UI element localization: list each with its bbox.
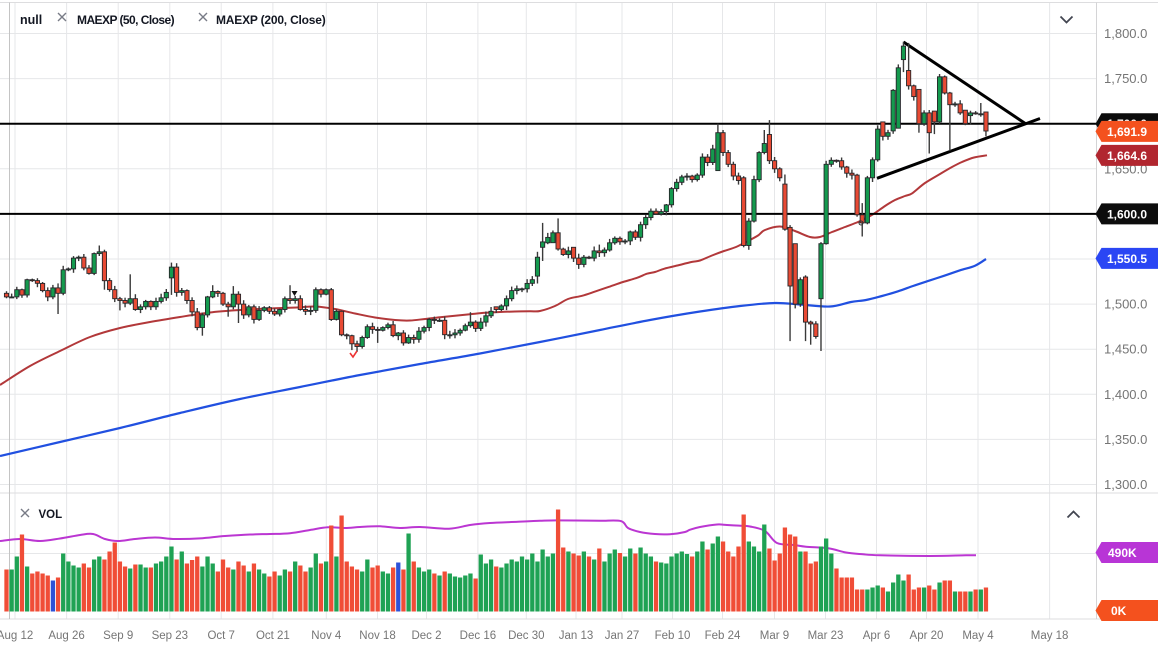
svg-text:Mar 23: Mar 23 (808, 630, 844, 642)
svg-text:MAEXP (50, Close): MAEXP (50, Close) (77, 13, 175, 27)
svg-text:Nov 4: Nov 4 (311, 630, 342, 642)
svg-text:May 18: May 18 (1031, 630, 1069, 642)
svg-text:1,500.0: 1,500.0 (1104, 297, 1147, 312)
svg-text:1,550.5: 1,550.5 (1107, 252, 1147, 266)
svg-text:Apr 6: Apr 6 (863, 630, 891, 642)
svg-text:Aug 12: Aug 12 (0, 630, 33, 642)
svg-text:null: null (20, 13, 42, 27)
svg-text:0K: 0K (1111, 604, 1127, 618)
svg-text:1,664.6: 1,664.6 (1107, 149, 1147, 163)
svg-text:1,800.0: 1,800.0 (1104, 26, 1147, 41)
svg-text:1,450.0: 1,450.0 (1104, 342, 1147, 357)
svg-text:1,400.0: 1,400.0 (1104, 387, 1147, 402)
svg-text:Jan 27: Jan 27 (605, 630, 640, 642)
svg-text:1,691.9: 1,691.9 (1107, 125, 1147, 139)
svg-text:Dec 2: Dec 2 (411, 630, 441, 642)
svg-text:MAEXP (200, Close): MAEXP (200, Close) (216, 13, 326, 27)
svg-text:Oct 7: Oct 7 (207, 630, 234, 642)
svg-text:490K: 490K (1108, 546, 1137, 560)
svg-text:Sep 9: Sep 9 (103, 630, 133, 642)
svg-text:Sep 23: Sep 23 (152, 630, 188, 642)
svg-text:May 4: May 4 (962, 630, 994, 642)
svg-text:1,600.0: 1,600.0 (1107, 207, 1147, 221)
svg-text:Dec 30: Dec 30 (508, 630, 544, 642)
svg-text:Aug 26: Aug 26 (48, 630, 84, 642)
svg-text:1,300.0: 1,300.0 (1104, 477, 1147, 492)
svg-text:Feb 10: Feb 10 (655, 630, 691, 642)
svg-text:Mar 9: Mar 9 (760, 630, 789, 642)
svg-text:1,750.0: 1,750.0 (1104, 71, 1147, 86)
svg-text:VOL: VOL (39, 509, 63, 521)
svg-text:Nov 18: Nov 18 (359, 630, 395, 642)
svg-text:Jan 13: Jan 13 (559, 630, 594, 642)
svg-text:1,350.0: 1,350.0 (1104, 432, 1147, 447)
svg-text:Dec 16: Dec 16 (460, 630, 496, 642)
svg-text:Feb 24: Feb 24 (705, 630, 741, 642)
svg-text:Oct 21: Oct 21 (256, 630, 290, 642)
svg-text:Apr 20: Apr 20 (910, 630, 944, 642)
